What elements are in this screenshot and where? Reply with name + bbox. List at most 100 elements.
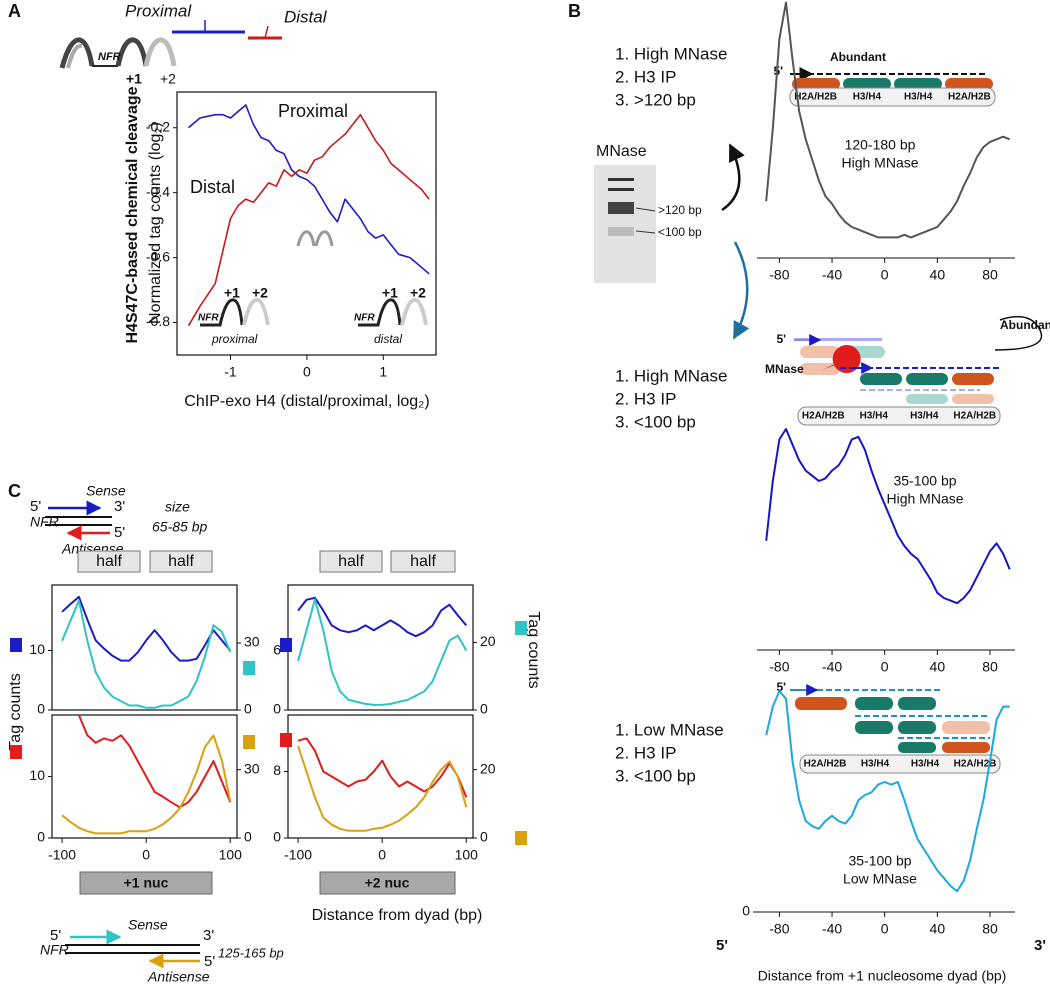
y2-tick-label: 30	[244, 760, 260, 776]
y2-tick-label: 0	[244, 701, 252, 717]
plot-frame	[287, 714, 474, 839]
y-axis-title: Normalized tag counts (log₂)	[147, 122, 164, 324]
gel-title: MNase	[596, 143, 647, 160]
diagram-label: Distal	[284, 7, 328, 26]
scheme-label: 5'	[30, 498, 41, 515]
histone-label-box	[799, 754, 1001, 774]
y2-axis-title: Tag counts	[525, 611, 542, 688]
histone-diagram	[790, 67, 1043, 753]
y-tick-label: 0	[273, 829, 281, 845]
y2-tick-label: 20	[480, 760, 496, 776]
y2-tick-label: 0	[480, 701, 488, 717]
region-label: +2 nuc	[365, 875, 410, 891]
x-tick-label: -100	[284, 847, 312, 863]
protocol-step: 3. <100 bp	[615, 412, 696, 431]
x-tick-label: 0	[303, 364, 311, 380]
scheme-label: Antisense	[147, 969, 210, 985]
inset-label: +1	[224, 285, 240, 301]
x-tick-label: 0	[142, 847, 150, 863]
data-line	[187, 104, 430, 275]
region-label: half	[168, 553, 194, 570]
scheme-label: 3'	[203, 927, 214, 944]
protocol-step: 2. H3 IP	[615, 67, 676, 86]
histone-label-box	[789, 87, 996, 107]
legend-swatch	[243, 661, 255, 675]
data-line	[297, 598, 468, 706]
scheme-label: NFR	[30, 514, 59, 530]
y-tick-label: -0.8	[146, 313, 170, 329]
histone-label: H2A/H2B	[954, 759, 997, 770]
diagram-label: +1	[126, 71, 142, 87]
series-label: Distal	[190, 177, 235, 197]
histone-label: H3/H4	[911, 759, 940, 770]
annotation: 35-100 bp	[893, 473, 956, 489]
y-tick-label: -0.2	[146, 118, 170, 134]
x-tick-label: -80	[769, 267, 789, 283]
x-tick-label: 0	[378, 847, 386, 863]
diagram-label: Proximal	[125, 1, 192, 20]
scheme-label: 3'	[114, 498, 125, 515]
protocol-step: 1. High MNase	[615, 44, 727, 63]
inset-label: +2	[410, 285, 426, 301]
histone-label: H3/H4	[861, 759, 890, 770]
x-tick-label: 80	[982, 921, 998, 937]
x-tick-label: -80	[769, 659, 789, 675]
scheme-label: Sense	[86, 483, 126, 499]
x-tick-label: 100	[219, 847, 243, 863]
x-axis-title: Distance from +1 nucleosome dyad (bp)	[758, 968, 1007, 984]
legend-swatch	[515, 621, 527, 635]
annotation: 35-100 bp	[848, 853, 911, 869]
x-tick-label: -40	[822, 659, 842, 675]
inset-label: +2	[252, 285, 268, 301]
scheme-label: 125-165 bp	[218, 945, 284, 960]
protocol-step: 2. H3 IP	[615, 743, 676, 762]
histone-label: H3/H4	[853, 92, 882, 103]
data-line	[61, 734, 232, 835]
data-line	[765, 428, 1011, 605]
inset-shapes	[200, 230, 428, 327]
y-axis-group-title: H4S47C-based chemical cleavage	[124, 86, 141, 343]
protocol-step: 3. >120 bp	[615, 90, 696, 109]
histone-label: H2A/H2B	[802, 411, 845, 422]
scheme-label: 5'	[50, 927, 61, 944]
panel-label: C	[8, 481, 21, 501]
scheme-label: Sense	[128, 917, 168, 933]
data-line	[77, 714, 232, 809]
region-label: half	[338, 553, 364, 570]
annotation: 120-180 bp	[845, 137, 916, 153]
data-line	[765, 690, 1010, 893]
y-tick-label: 6	[273, 642, 281, 658]
histone-label: H3/H4	[860, 411, 889, 422]
region-label: half	[96, 553, 122, 570]
strand-end: 5'	[776, 680, 786, 694]
diagram-note: Abundant	[1000, 318, 1050, 332]
annotation: High MNase	[886, 491, 963, 507]
data-line	[297, 596, 468, 638]
x-tick-label: 0	[881, 921, 889, 937]
region-label: half	[410, 553, 436, 570]
protocol-step: 1. High MNase	[615, 366, 727, 385]
x-tick-label: 40	[930, 267, 946, 283]
data-line	[61, 599, 232, 709]
x-tick-label: -1	[224, 364, 237, 380]
panel-label: A	[8, 1, 21, 21]
legend-swatch	[515, 831, 527, 845]
y-tick-label: 0	[273, 701, 281, 717]
data-line	[61, 595, 232, 662]
inset-label: NFR	[354, 313, 375, 324]
region-boxes	[77, 550, 456, 895]
strand-end: 5'	[716, 937, 728, 954]
gel	[594, 143, 750, 340]
legend-swatch	[280, 733, 292, 747]
x-tick-label: 1	[379, 364, 387, 380]
gel-band-label: <100 bp	[658, 225, 702, 239]
x-tick-label: 0	[881, 659, 889, 675]
scheme-label: 5'	[204, 953, 215, 970]
x-tick-label: -100	[48, 847, 76, 863]
annotation: High MNase	[841, 155, 918, 171]
nucleosome-diagram	[59, 20, 282, 69]
strand-end: 3'	[1034, 937, 1046, 954]
x-tick-label: 80	[982, 659, 998, 675]
x-tick-label: -80	[769, 921, 789, 937]
